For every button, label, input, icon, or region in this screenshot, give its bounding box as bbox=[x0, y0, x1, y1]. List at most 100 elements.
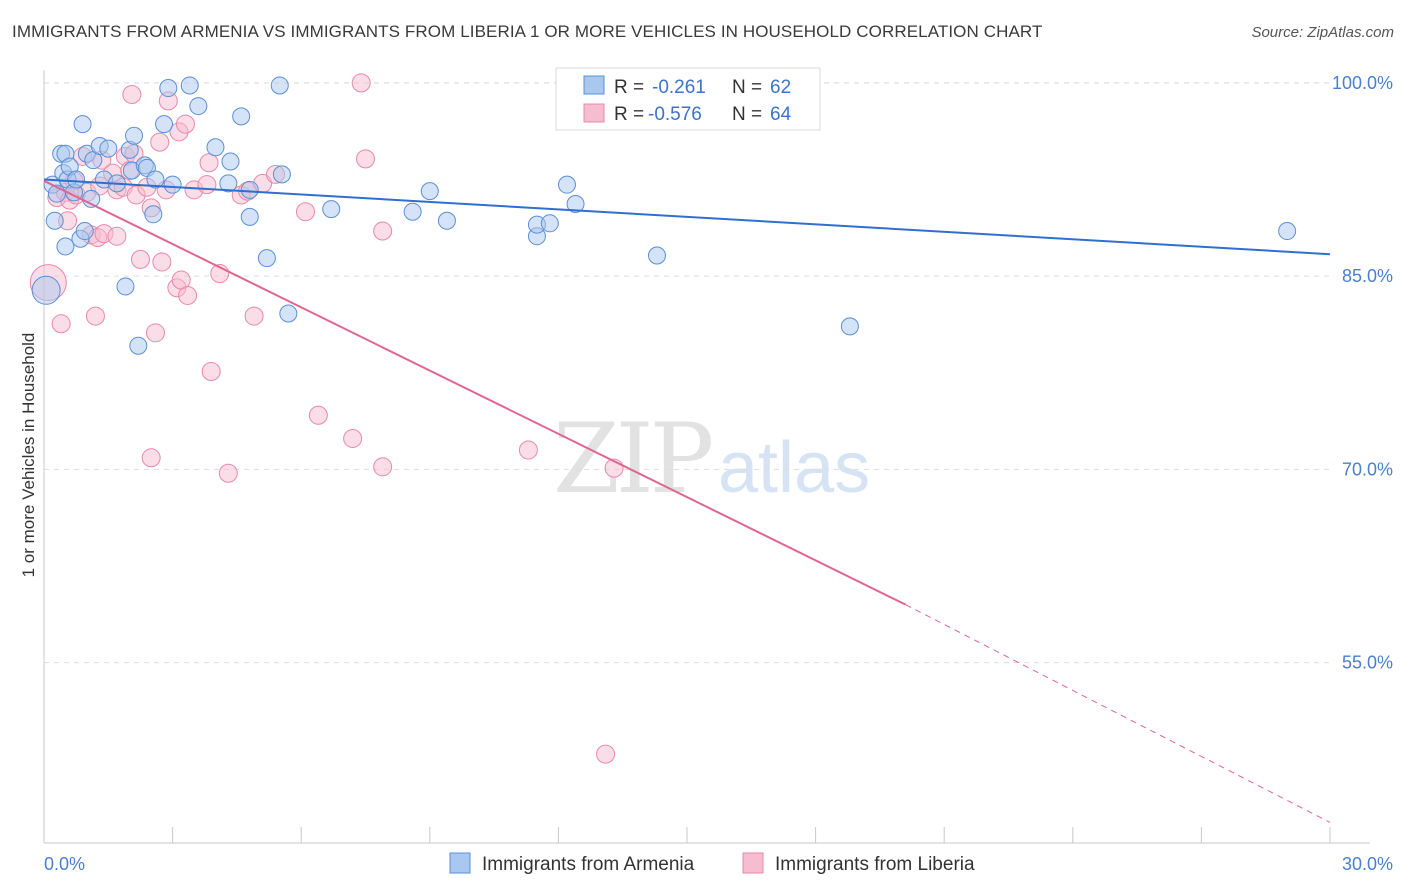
liberia-point bbox=[122, 84, 142, 104]
armenia-point bbox=[219, 174, 238, 193]
armenia-point bbox=[155, 115, 174, 134]
armenia-point bbox=[566, 194, 585, 213]
liberia-r-label: R = bbox=[614, 104, 644, 125]
liberia-point bbox=[51, 314, 71, 334]
liberia-point bbox=[373, 221, 393, 241]
liberia-point bbox=[199, 153, 219, 173]
armenia-swatch bbox=[583, 75, 605, 95]
y-axis-title: 1 or more Vehicles in Household bbox=[19, 333, 38, 578]
liberia-point bbox=[201, 361, 221, 381]
stats-row-armenia: R = -0.261 N = 62 bbox=[583, 75, 791, 98]
chart-source: Source: ZipAtlas.com bbox=[1251, 24, 1394, 41]
liberia-point bbox=[244, 306, 264, 326]
armenia-point bbox=[206, 138, 225, 157]
legend-liberia-swatch bbox=[742, 852, 764, 874]
legend-item-armenia[interactable]: Immigrants from Armenia bbox=[449, 852, 695, 875]
watermark-zip: ZIP bbox=[553, 403, 712, 515]
y-tick-label: 70.0% bbox=[1342, 459, 1393, 479]
armenia-r-label: R = bbox=[614, 77, 644, 98]
armenia-point bbox=[159, 79, 178, 98]
armenia-trend-line bbox=[43, 178, 1331, 256]
liberia-trend-extension bbox=[905, 604, 1331, 823]
armenia-point bbox=[75, 222, 94, 241]
liberia-r-value: -0.576 bbox=[648, 104, 702, 125]
armenia-point bbox=[322, 200, 341, 219]
armenia-point bbox=[420, 182, 439, 201]
liberia-trend-line bbox=[43, 179, 907, 606]
armenia-point bbox=[67, 170, 86, 189]
armenia-point bbox=[232, 107, 251, 126]
liberia-point bbox=[596, 744, 616, 764]
liberia-point bbox=[351, 73, 371, 93]
armenia-point bbox=[56, 237, 75, 256]
y-tick-label: 55.0% bbox=[1342, 653, 1393, 673]
liberia-point bbox=[373, 457, 393, 477]
armenia-point bbox=[1278, 222, 1297, 241]
armenia-point bbox=[272, 165, 291, 184]
liberia-point bbox=[308, 405, 328, 425]
armenia-point bbox=[240, 207, 259, 226]
liberia-point bbox=[218, 463, 238, 483]
armenia-point bbox=[99, 139, 118, 158]
liberia-point bbox=[175, 114, 195, 134]
y-tick-label: 85.0% bbox=[1342, 266, 1393, 286]
armenia-n-value: 62 bbox=[770, 77, 791, 98]
armenia-point bbox=[437, 211, 456, 230]
armenia-point bbox=[403, 202, 422, 221]
armenia-point bbox=[146, 170, 165, 189]
trend-lines bbox=[43, 178, 1331, 823]
liberia-point bbox=[197, 175, 217, 195]
x-tick-label: 30.0% bbox=[1342, 854, 1393, 874]
liberia-n-value: 64 bbox=[770, 104, 792, 125]
armenia-point bbox=[144, 205, 163, 224]
legend: Immigrants from Armenia Immigrants from … bbox=[449, 852, 975, 875]
liberia-swatch bbox=[583, 103, 605, 123]
legend-liberia-label: Immigrants from Liberia bbox=[775, 854, 975, 875]
armenia-series bbox=[31, 76, 1297, 355]
liberia-point bbox=[518, 440, 538, 460]
liberia-point bbox=[85, 306, 105, 326]
watermark-atlas: atlas bbox=[718, 428, 870, 508]
armenia-point bbox=[240, 180, 259, 199]
stats-box: R = -0.261 N = 62 R = -0.576 N = 64 bbox=[555, 67, 821, 131]
tick-labels: 55.0% 70.0% 85.0% 100.0% 0.0% 30.0% bbox=[44, 73, 1393, 874]
liberia-point bbox=[356, 149, 375, 169]
armenia-point bbox=[221, 152, 240, 171]
armenia-point bbox=[270, 76, 289, 95]
liberia-point bbox=[178, 285, 198, 305]
x-tick-label: 0.0% bbox=[44, 854, 85, 874]
armenia-point bbox=[189, 97, 208, 116]
liberia-point bbox=[295, 202, 315, 222]
axes bbox=[43, 70, 1370, 844]
armenia-point bbox=[840, 317, 859, 336]
armenia-point bbox=[180, 76, 199, 95]
y-tick-label: 100.0% bbox=[1332, 73, 1393, 93]
liberia-point bbox=[152, 252, 172, 272]
liberia-point bbox=[107, 226, 127, 246]
watermark: ZIP atlas bbox=[553, 403, 870, 515]
armenia-r-value: -0.261 bbox=[652, 77, 706, 98]
stats-row-liberia: R = -0.576 N = 64 bbox=[583, 103, 792, 125]
armenia-point bbox=[45, 211, 64, 230]
liberia-point bbox=[145, 323, 165, 343]
liberia-point bbox=[343, 428, 363, 448]
legend-item-liberia[interactable]: Immigrants from Liberia bbox=[742, 852, 975, 875]
gridlines bbox=[44, 82, 1330, 664]
armenia-n-label: N = bbox=[732, 77, 762, 98]
armenia-point bbox=[31, 275, 61, 305]
armenia-point bbox=[557, 175, 576, 194]
liberia-point bbox=[141, 448, 161, 468]
armenia-point bbox=[163, 175, 182, 194]
legend-armenia-swatch bbox=[449, 852, 471, 874]
armenia-point bbox=[129, 336, 148, 355]
chart-title: IMMIGRANTS FROM ARMENIA VS IMMIGRANTS FR… bbox=[12, 22, 1043, 41]
liberia-n-label: N = bbox=[732, 104, 762, 125]
armenia-point bbox=[540, 214, 559, 233]
legend-armenia-label: Immigrants from Armenia bbox=[482, 854, 695, 875]
liberia-point bbox=[150, 132, 170, 152]
armenia-point bbox=[257, 249, 276, 268]
armenia-point bbox=[73, 115, 92, 134]
armenia-point bbox=[116, 277, 135, 296]
armenia-point bbox=[125, 126, 144, 145]
